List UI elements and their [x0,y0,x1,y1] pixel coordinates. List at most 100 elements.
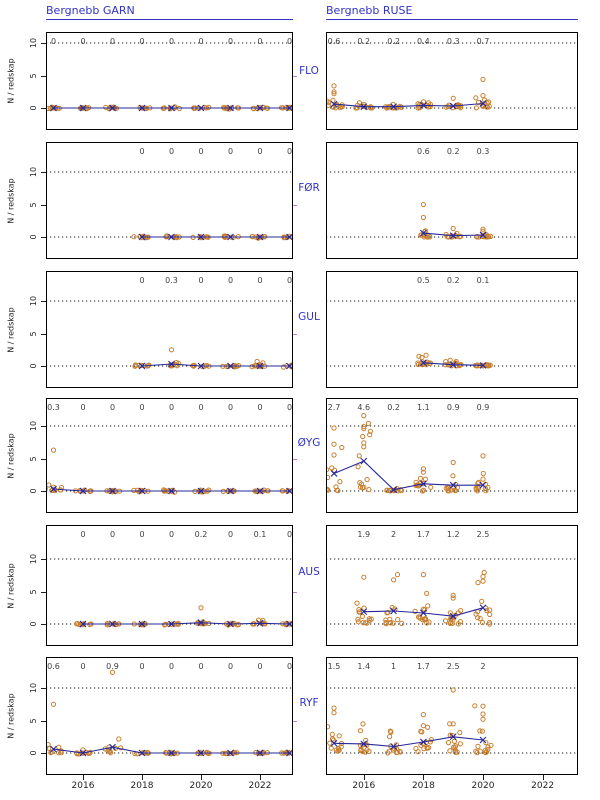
panel-border [326,142,578,259]
year-mean-label: 0.7 [477,37,490,46]
y-axis-tick-label: 0 [29,488,38,494]
year-mean-label: 2 [391,530,396,539]
mean-line [333,102,484,108]
scatter-points [354,569,493,627]
y-axis-tick [41,108,46,109]
year-mean-label: 0.2 [387,403,400,412]
row-label-gul: GUL [298,310,320,323]
mean-x-marker [360,457,368,465]
panel-border [46,657,293,775]
year-mean-label: 0 [139,276,144,285]
mean-x-marker [330,100,338,108]
mean-x-marker [168,620,175,628]
mean-x-marker [479,100,487,107]
mean-x-marker [330,470,338,477]
year-mean-label: 0.3 [477,147,490,156]
x-axis-tick-label: 2016 [71,781,95,791]
y-axis-title: N / redskap [6,58,16,104]
year-mean-label: 0 [287,403,292,412]
y-axis-tick [41,591,46,593]
scatter-points [46,669,292,757]
panel-ryf-garn: 0.6 0 0.9 0 0 0 0 0 0 [46,657,293,775]
mean-x-marker [168,360,175,368]
panel-border [326,271,578,388]
year-mean-label: 0 [228,37,233,46]
year-mean-label: 0.2 [387,37,400,46]
mean-x-marker [390,103,397,111]
panel-border [326,32,578,130]
panel-border [46,32,293,130]
row-label-foer: FØR [298,181,320,194]
x-axis-tick [542,775,544,780]
y-axis-title: N / redskap [6,693,16,739]
mean-x-marker [256,362,264,370]
year-mean-label: 0.2 [195,530,208,539]
right-axis-tick [293,458,297,460]
scatter-points [415,352,493,369]
y-axis-tick-label: 0 [29,363,38,369]
mean-x-marker [50,745,57,753]
year-mean-label: 4.6 [357,403,370,412]
panel-border [326,525,578,646]
y-axis-tick-label: 5 [29,330,38,337]
mean-x-marker [256,233,264,241]
year-mean-label: 0 [169,662,174,671]
panel-canvas-aus-garn: 0 0 0 0 0.2 0 0.1 0 [46,525,293,646]
year-mean-label: 0 [287,530,292,539]
mean-x-marker [197,749,205,757]
mean-x-marker [197,619,205,627]
year-mean-label: 0 [228,662,233,671]
year-mean-label: 0 [139,37,144,46]
mean-x-marker [79,104,87,112]
year-mean-label: 0.1 [477,276,490,285]
panel-canvas-ryf-garn: 0.6 0 0.9 0 0 0 0 0 0 [46,657,293,775]
mean-x-marker [109,104,116,112]
mean-x-marker [256,749,264,757]
mean-x-marker [197,233,205,241]
mean-x-marker [449,232,457,240]
mean-x-marker [479,231,487,239]
year-mean-label: 0 [139,403,144,412]
x-axis-tick-label: 2020 [189,781,213,791]
mean-x-marker [138,487,146,495]
panel-border [326,657,578,775]
mean-line [83,622,290,625]
mean-x-marker [286,620,293,628]
mean-x-marker [256,619,264,627]
mean-x-marker [286,233,293,241]
y-axis-tick-label: 5 [29,717,38,724]
mean-x-marker [50,104,57,112]
year-mean-label: 0 [169,147,174,156]
panel-oeyg-ruse: 2.7 4.6 0.2 1.1 0.9 0.9 [326,398,578,513]
mean-x-marker [479,481,487,489]
year-mean-label: 0.2 [447,276,460,285]
year-mean-label: 0 [257,147,262,156]
year-mean-label: 0 [287,662,292,671]
mean-x-marker [227,362,234,370]
panel-canvas-flo-garn: 0 0 0 0 0 0 0 0 0 [46,32,293,130]
y-axis-tick-label: 5 [29,72,38,79]
y-axis-title: N / redskap [6,432,16,479]
year-mean-label: 1.2 [447,530,460,539]
mean-x-marker [449,361,457,369]
mean-x-marker [138,233,146,241]
y-axis-tick-label: 0 [29,750,38,756]
mean-x-marker [330,739,338,747]
y-axis-tick-label: 0 [29,621,38,627]
y-axis-tick-label: 10 [29,553,38,565]
y-axis-tick-label: 5 [29,455,38,462]
mean-x-marker [420,102,427,109]
scatter-points [326,687,494,756]
year-mean-label: 1.7 [417,530,430,539]
right-axis-tick [293,204,297,206]
year-mean-label: 0.3 [165,276,178,285]
mean-x-marker [256,487,264,495]
mean-line [333,736,484,748]
x-axis-tick-label: 2020 [471,781,495,791]
year-mean-label: 0 [198,147,203,156]
year-mean-label: 0.4 [417,37,430,46]
y-axis-title: N / redskap [6,306,16,353]
mean-x-marker [138,362,146,370]
year-mean-label: 0 [169,403,174,412]
